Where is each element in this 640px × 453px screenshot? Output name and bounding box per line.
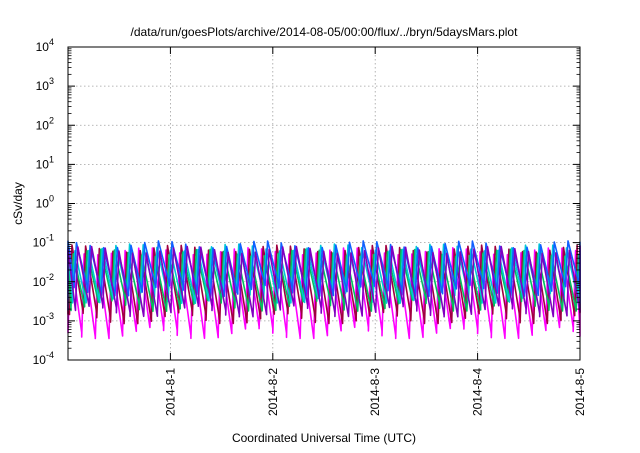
y-tick-labels: 10-4 10-3 10-2 10-1 100 101 102 103 104: [33, 37, 54, 367]
y-tick-label: 103: [36, 76, 54, 93]
axis-ticks: [68, 46, 581, 361]
x-tick-label: 2014-8-3: [368, 368, 382, 416]
y-tick-label: 101: [36, 154, 54, 171]
y-axis-label: cSv/day: [11, 182, 25, 225]
y-tick-label: 10-4: [33, 350, 54, 367]
x-tick-label: 2014-8-1: [163, 368, 177, 416]
x-axis-label: Coordinated Universal Time (UTC): [232, 431, 416, 445]
data-series: [67, 240, 581, 340]
x-tick-label: 2014-8-4: [471, 368, 485, 416]
y-tick-label: 10-1: [33, 233, 54, 250]
y-tick-label: 10-3: [33, 311, 54, 328]
series-line: [67, 245, 581, 318]
chart-title: /data/run/goesPlots/archive/2014-08-05/0…: [131, 25, 519, 39]
series-line: [67, 248, 581, 312]
x-tick-label: 2014-8-2: [266, 368, 280, 416]
y-tick-label: 102: [36, 115, 54, 132]
x-tick-labels: 2014-8-1 2014-8-2 2014-8-3 2014-8-4 2014-8-5: [163, 368, 587, 416]
y-tick-label: 10-2: [33, 272, 54, 289]
series-line: [67, 240, 581, 298]
y-tick-label: 104: [36, 37, 54, 54]
y-tick-label: 100: [36, 194, 54, 211]
x-tick-label: 2014-8-5: [573, 368, 587, 416]
